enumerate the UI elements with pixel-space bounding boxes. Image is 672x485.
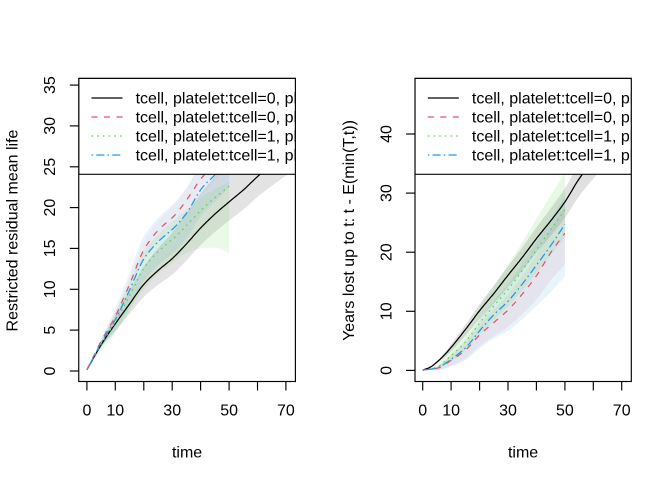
svg-text:30: 30 xyxy=(378,184,395,202)
svg-text:70: 70 xyxy=(277,403,295,420)
svg-text:10: 10 xyxy=(442,403,460,420)
svg-text:tcell, platelet:tcell=1, plate: tcell, platelet:tcell=1, platelet=0 xyxy=(472,129,672,146)
svg-text:tcell, platelet:tcell=1, plate: tcell, platelet:tcell=1, platelet=1 xyxy=(136,148,355,165)
svg-text:0: 0 xyxy=(378,366,395,375)
svg-text:time: time xyxy=(172,444,202,461)
svg-text:30: 30 xyxy=(499,403,517,420)
svg-text:time: time xyxy=(508,444,538,461)
svg-text:0: 0 xyxy=(418,403,427,420)
svg-text:tcell, platelet:tcell=0, plate: tcell, platelet:tcell=0, platelet=1 xyxy=(136,110,355,127)
svg-text:tcell, platelet:tcell=1, plate: tcell, platelet:tcell=1, platelet=1 xyxy=(472,148,672,165)
svg-text:10: 10 xyxy=(106,403,124,420)
svg-text:35: 35 xyxy=(42,76,59,94)
svg-text:5: 5 xyxy=(42,326,59,335)
svg-text:0: 0 xyxy=(42,366,59,375)
svg-text:70: 70 xyxy=(613,403,631,420)
svg-text:10: 10 xyxy=(42,280,59,298)
svg-text:20: 20 xyxy=(378,243,395,261)
svg-text:tcell, platelet:tcell=0, plate: tcell, platelet:tcell=0, platelet=0 xyxy=(472,91,672,108)
svg-text:10: 10 xyxy=(378,302,395,320)
svg-text:25: 25 xyxy=(42,158,59,176)
svg-text:20: 20 xyxy=(42,199,59,217)
svg-text:tcell, platelet:tcell=0, plate: tcell, platelet:tcell=0, platelet=0 xyxy=(136,91,355,108)
svg-text:15: 15 xyxy=(42,239,59,257)
svg-text:30: 30 xyxy=(163,403,181,420)
svg-text:Years lost up to t: t - E(min(: Years lost up to t: t - E(min(T,t)) xyxy=(341,120,358,341)
svg-text:tcell, platelet:tcell=1, plate: tcell, platelet:tcell=1, platelet=0 xyxy=(136,129,355,146)
svg-text:tcell, platelet:tcell=0, plate: tcell, platelet:tcell=0, platelet=1 xyxy=(472,110,672,127)
svg-text:0: 0 xyxy=(82,403,91,420)
svg-text:Restricted residual mean life: Restricted residual mean life xyxy=(5,129,22,331)
svg-text:50: 50 xyxy=(556,403,574,420)
svg-text:30: 30 xyxy=(42,117,59,135)
svg-text:50: 50 xyxy=(220,403,238,420)
svg-text:40: 40 xyxy=(378,125,395,143)
